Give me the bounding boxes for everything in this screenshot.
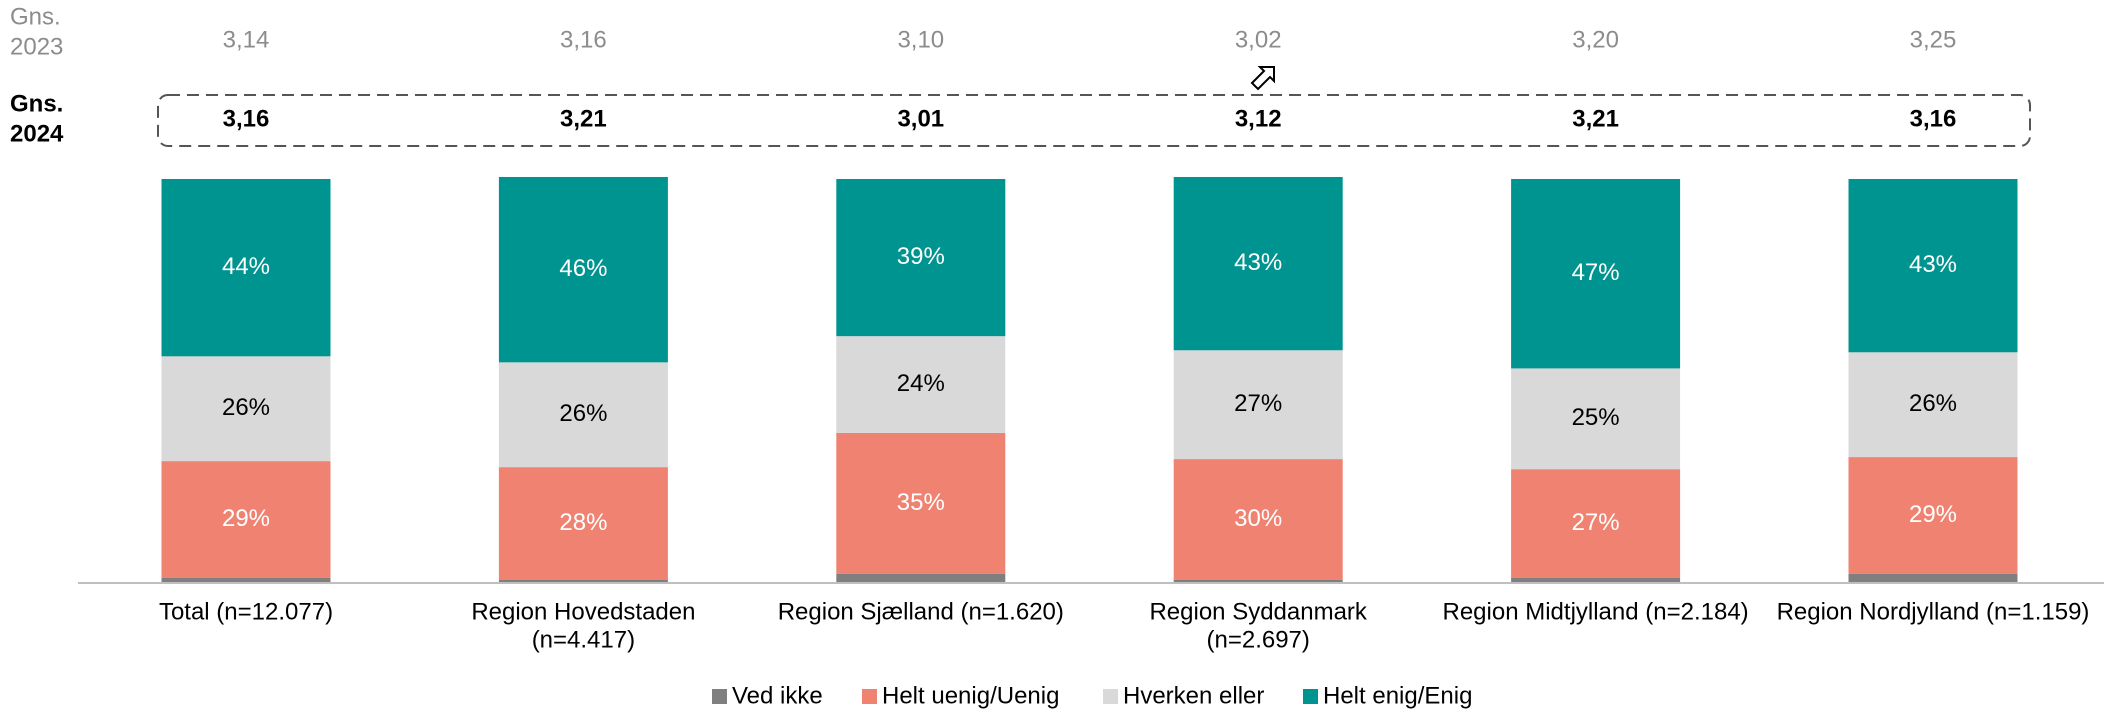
row-label: 2023 [10,33,63,60]
change-arrow [1250,66,1275,91]
data-label: 30% [1234,505,1282,532]
average-value: 3,02 [1235,26,1282,53]
bar-segment [498,362,668,468]
row-label: Gns. [10,90,63,117]
data-label: 26% [559,400,607,427]
legend-swatch [712,689,727,704]
bar-segment [1173,176,1343,351]
legend-label: Helt enig/Enig [1323,682,1472,709]
bar-segment [836,336,1006,433]
row-label: 2024 [10,120,64,147]
data-label: 39% [897,243,945,270]
x-tick-label: Region Midtjylland (n=2.184) [1443,598,1749,625]
x-tick-label: Total (n=12.077) [159,598,333,625]
average-value: 3,16 [223,105,270,132]
data-label: 28% [559,509,607,536]
bar-segment [1511,577,1681,582]
data-label: 44% [222,253,270,280]
data-label: 27% [1572,509,1620,536]
bar-segment [161,577,331,582]
data-label: 26% [1909,390,1957,417]
data-label: 27% [1234,390,1282,417]
data-label: 46% [559,255,607,282]
data-label: 25% [1572,404,1620,431]
average-value: 3,21 [560,105,607,132]
bar-segment [1173,350,1343,460]
x-tick-label: Region Nordjylland (n=1.159) [1777,598,2090,625]
legend-label: Ved ikke [732,682,823,709]
average-value: 3,25 [1910,26,1957,53]
bar-segment [161,179,331,357]
bar-segment [498,579,668,582]
x-tick-label: Region Syddanmark [1149,598,1367,625]
legend-swatch [1303,689,1318,704]
data-label: 43% [1909,251,1957,278]
data-label: 43% [1234,249,1282,276]
bar-segment [1848,179,2018,353]
legend-swatch [1103,689,1118,704]
x-tick-label: Region Hovedstaden [471,598,695,625]
average-value: 3,16 [560,26,607,53]
bar-segment [1173,459,1343,580]
data-label: 26% [222,394,270,421]
bar-segment [836,179,1006,337]
bar-segment [836,432,1006,574]
data-label: 29% [1909,501,1957,528]
average-value: 3,10 [897,26,944,53]
average-value: 3,12 [1235,105,1282,132]
bar-segment [498,176,668,363]
bar-segment [1848,573,2018,582]
bar-segment [1511,469,1681,578]
bar-segment [1848,352,2018,458]
bar-segment [1173,579,1343,582]
bar-segment [836,573,1006,582]
x-tick-label: (n=4.417) [532,626,635,653]
data-label: 24% [897,370,945,397]
average-value: 3,16 [1910,105,1957,132]
x-tick-label: (n=2.697) [1206,626,1309,653]
bar-segment [498,467,668,580]
bar-segment [1511,179,1681,369]
average-box [157,94,2031,147]
legend-swatch [862,689,877,704]
bar-segment [161,461,331,578]
bar-segment [161,356,331,462]
data-label: 29% [222,505,270,532]
data-label: 35% [897,489,945,516]
bar-segment [1848,457,2018,574]
average-value: 3,01 [897,105,944,132]
legend-label: Hverken eller [1123,682,1264,709]
average-value: 3,14 [223,26,270,53]
average-value: 3,21 [1572,105,1619,132]
bar-segment [1511,368,1681,470]
legend-label: Helt uenig/Uenig [882,682,1059,709]
data-label: 47% [1572,259,1620,286]
x-tick-label: Region Sjælland (n=1.620) [778,598,1064,625]
row-label: Gns. [10,3,61,30]
average-value: 3,20 [1572,26,1619,53]
